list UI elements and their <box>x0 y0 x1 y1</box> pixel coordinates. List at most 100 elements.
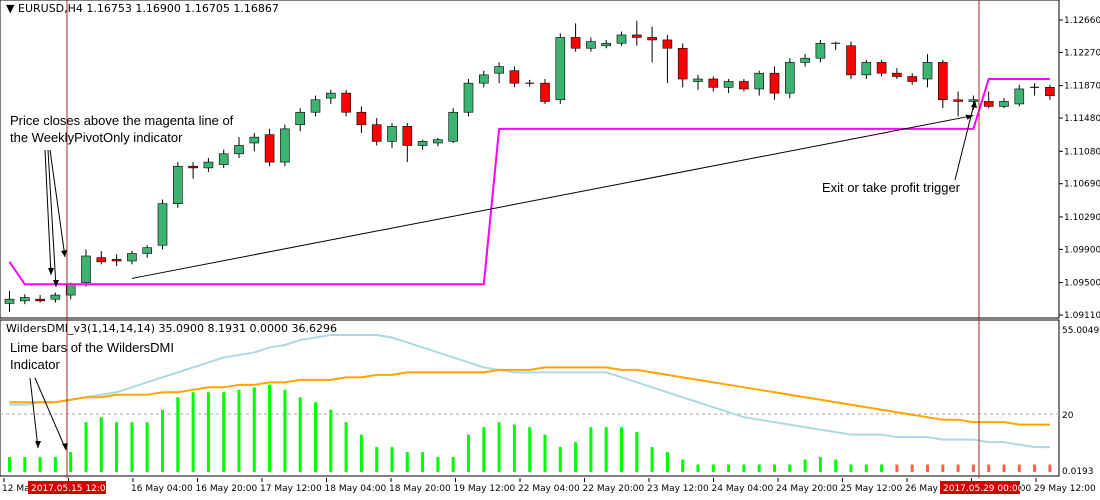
dmi-bar <box>711 464 715 472</box>
dmi-bar <box>910 464 914 472</box>
dmi-bar <box>268 384 272 472</box>
candle-body <box>922 62 933 80</box>
candle-body <box>494 66 504 74</box>
dmi-bar <box>926 464 929 472</box>
time-label: 18 May 20:00 <box>389 484 451 494</box>
dmi-bar <box>665 452 669 472</box>
triangle-down-icon[interactable]: ▼ <box>6 2 15 15</box>
dmi-bar <box>283 389 287 472</box>
dmi-bars-group <box>8 384 1052 472</box>
dmi-bar <box>115 422 119 472</box>
dmi-bar <box>436 457 440 472</box>
candle-body <box>127 253 137 262</box>
candle-body <box>723 81 734 88</box>
arrowheads <box>35 100 977 450</box>
dmi-bar <box>84 422 88 472</box>
candle-body <box>188 165 198 169</box>
time-label: 16 May 04:00 <box>131 484 193 494</box>
dmi-bar <box>145 422 149 472</box>
window-title: EURUSD,H4 1.16753 1.16900 1.16705 1.1686… <box>18 2 279 15</box>
time-label: 23 May 12:00 <box>647 484 709 494</box>
dmi-bar <box>1048 464 1052 472</box>
candle-body <box>540 82 550 102</box>
adxr-line <box>9 334 1050 449</box>
candle-body <box>356 111 367 126</box>
candle-body <box>35 298 45 302</box>
candle-body <box>402 126 413 146</box>
price-pane[interactable] <box>0 0 1060 319</box>
dmi-bar <box>635 432 639 472</box>
dmi-scale-20: 20 <box>1062 411 1074 421</box>
time-label: 29 May 12:00 <box>1034 484 1096 494</box>
candle-body <box>280 128 290 163</box>
annotation-exit: Exit or take profit trigger <box>822 180 961 195</box>
candles-group <box>4 20 1055 312</box>
dmi-bar <box>38 457 42 472</box>
candle-body <box>310 99 321 113</box>
candle-body <box>96 257 107 263</box>
candle-body <box>968 99 979 102</box>
dmi-bar <box>329 409 333 472</box>
dmi-bar <box>130 422 134 472</box>
dmi-bar <box>956 464 960 472</box>
time-label: 16 May 20:00 <box>196 484 258 494</box>
dmi-bar <box>99 417 103 472</box>
dmi-bar <box>696 464 700 472</box>
time-marker-left-bg <box>28 481 106 494</box>
price-tick-label: 1.09900 <box>1064 245 1100 255</box>
price-tick-label: 1.10290 <box>1064 213 1100 223</box>
adx-line <box>9 366 1050 426</box>
time-label: 22 May 04:00 <box>518 484 580 494</box>
dmi-bar <box>222 392 226 472</box>
dmi-bar <box>895 464 899 472</box>
dmi-bar <box>375 447 379 472</box>
annotation-lime-1: Lime bars of the WildersDMI <box>10 340 174 355</box>
weekly-pivot-line <box>8 78 1050 286</box>
time-label: 24 May 04:00 <box>712 484 774 494</box>
annotation-arrows <box>29 99 976 451</box>
candle-body <box>509 70 520 84</box>
candle-body <box>876 62 887 74</box>
candle-body <box>586 41 596 49</box>
dmi-bar <box>1033 464 1037 472</box>
dmi-bar <box>987 464 991 472</box>
price-tick-label: 1.11870 <box>1064 82 1100 92</box>
candle-body <box>601 42 612 47</box>
dmi-bar <box>482 427 486 472</box>
dmi-bar <box>834 459 838 472</box>
dmi-bar <box>314 402 317 472</box>
dmi-bar <box>252 387 256 472</box>
dmi-bar <box>543 434 547 472</box>
dmi-bar <box>880 464 884 472</box>
dmi-bar <box>620 427 623 472</box>
candle-body <box>448 111 459 142</box>
candle-body <box>677 47 688 80</box>
dmi-bar <box>467 434 470 472</box>
dmi-bar <box>773 464 776 472</box>
dmi-bar <box>589 427 593 472</box>
dmi-bar <box>742 464 746 472</box>
dmi-bar <box>803 459 807 472</box>
price-axis[interactable]: 1.12660 1.12270 1.11870 1.11480 1.11080 1.106… <box>1059 16 1100 321</box>
candle-body <box>953 99 963 102</box>
candle-body <box>417 141 428 146</box>
annotation-price-close-1: Price closes above the magenta line of <box>10 113 234 128</box>
candle-body <box>203 161 214 169</box>
dmi-bar <box>53 457 57 472</box>
candle-body <box>570 37 581 49</box>
dmi-bar <box>512 424 516 472</box>
candle-body <box>784 62 795 94</box>
dmi-bar <box>1002 464 1006 472</box>
dmi-bar <box>390 447 394 472</box>
candle-body <box>81 255 91 283</box>
time-label: 17 May 12:00 <box>260 484 322 494</box>
time-marker-right-bg <box>940 481 1020 494</box>
time-label: 19 May 12:00 <box>454 484 516 494</box>
dmi-bar <box>191 392 195 472</box>
dmi-bar <box>497 422 501 472</box>
dmi-bar <box>1017 464 1021 472</box>
candle-body <box>693 78 703 82</box>
